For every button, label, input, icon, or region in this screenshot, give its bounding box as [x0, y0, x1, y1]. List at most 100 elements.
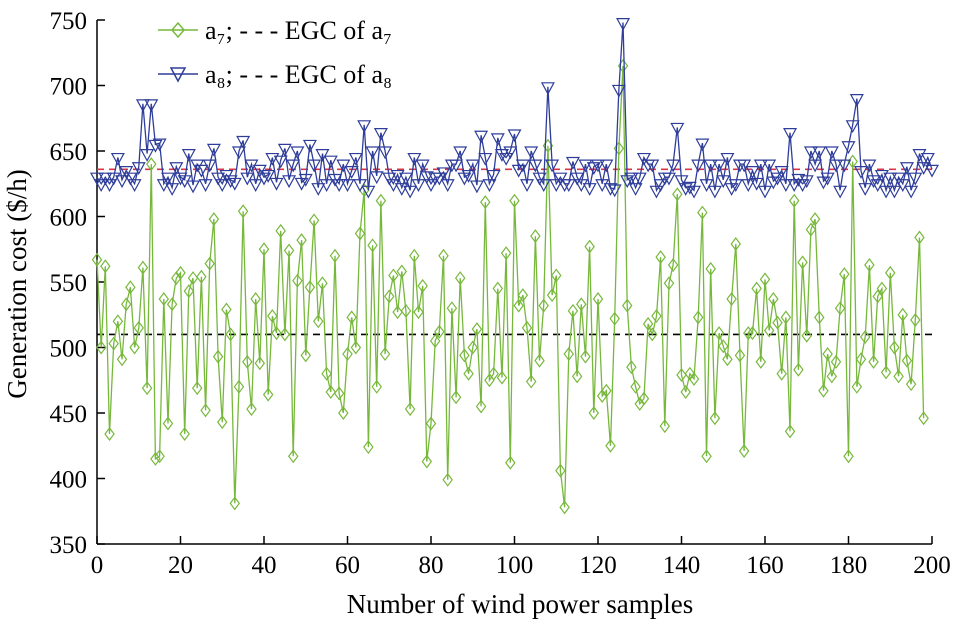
point-1-180 — [841, 141, 856, 155]
point-1-164 — [774, 166, 789, 179]
point-0-82 — [434, 324, 445, 339]
legend-a8-label: a₈; - - - EGC of a₈ — [205, 60, 392, 89]
point-0-161 — [763, 323, 775, 338]
point-0-12 — [141, 381, 153, 396]
point-0-172 — [809, 212, 821, 227]
point-1-189 — [879, 185, 894, 199]
point-0-156 — [743, 326, 754, 341]
point-0-134 — [651, 309, 662, 324]
point-0-91 — [471, 322, 483, 337]
x-tick-label-4: 80 — [419, 552, 444, 579]
point-0-106 — [534, 353, 545, 368]
point-1-67 — [369, 171, 384, 185]
point-1-195 — [904, 185, 919, 199]
y-axis-title: Generation cost ($/h) — [2, 169, 32, 398]
point-1-163 — [770, 172, 785, 186]
x-tick-label-8: 160 — [746, 552, 784, 579]
point-0-20 — [175, 265, 186, 280]
point-0-41 — [262, 387, 274, 402]
point-1-100 — [507, 129, 522, 143]
point-1-84 — [440, 179, 455, 193]
y-tick-label-0: 350 — [50, 532, 88, 559]
point-0-112 — [559, 500, 570, 515]
point-1-151 — [720, 152, 735, 166]
point-0-56 — [325, 385, 337, 400]
point-0-174 — [818, 383, 829, 398]
point-0-81 — [429, 333, 441, 348]
point-1-95 — [486, 169, 501, 183]
point-0-163 — [772, 315, 783, 330]
point-0-92 — [475, 399, 487, 414]
point-1-128 — [624, 172, 639, 186]
point-0-60 — [342, 347, 353, 362]
y-tick-label-2: 450 — [50, 401, 88, 428]
point-0-65 — [363, 440, 374, 455]
point-0-164 — [776, 366, 787, 381]
point-1-0 — [89, 172, 105, 186]
point-1-13 — [144, 99, 159, 113]
point-0-169 — [797, 255, 808, 270]
point-0-28 — [208, 212, 220, 227]
point-0-62 — [350, 340, 362, 355]
point-0-118 — [584, 239, 595, 254]
point-1-188 — [874, 169, 889, 183]
point-1-29 — [211, 172, 226, 186]
point-0-57 — [329, 248, 341, 263]
point-1-161 — [762, 159, 777, 173]
point-1-192 — [891, 172, 906, 186]
point-1-76 — [407, 152, 422, 166]
point-1-130 — [632, 172, 647, 186]
point-0-7 — [120, 297, 132, 312]
point-1-139 — [670, 122, 685, 136]
point-0-11 — [137, 260, 149, 275]
point-0-69 — [379, 347, 391, 362]
point-1-115 — [570, 172, 585, 186]
point-0-88 — [459, 348, 470, 363]
y-tick-label-5: 600 — [50, 205, 88, 232]
point-0-46 — [283, 243, 295, 258]
point-1-102 — [515, 159, 530, 173]
point-1-149 — [712, 159, 727, 173]
point-1-200 — [924, 164, 940, 178]
point-0-86 — [450, 390, 462, 405]
x-axis-ticks: 0 20 40 60 80 100 120 140 160 180 200 — [91, 536, 951, 579]
point-1-58 — [332, 179, 347, 193]
point-1-11 — [135, 99, 150, 113]
point-0-166 — [784, 424, 796, 439]
point-0-3 — [104, 426, 115, 441]
point-0-129 — [630, 379, 641, 394]
point-1-184 — [858, 183, 873, 196]
point-0-113 — [563, 347, 575, 362]
point-0-107 — [538, 298, 549, 313]
point-1-199 — [920, 152, 935, 166]
point-0-51 — [304, 280, 316, 295]
point-0-116 — [576, 297, 587, 312]
point-0-31 — [221, 302, 232, 317]
point-0-66 — [367, 238, 378, 253]
point-1-33 — [227, 177, 242, 191]
point-1-194 — [899, 162, 914, 175]
point-0-24 — [191, 381, 203, 396]
point-0-124 — [609, 311, 620, 326]
point-0-197 — [914, 230, 925, 245]
point-0-53 — [313, 314, 324, 329]
point-1-187 — [870, 179, 885, 193]
point-1-193 — [895, 179, 910, 193]
point-0-127 — [621, 298, 633, 313]
point-1-179 — [837, 159, 852, 173]
legend-a8-marker — [169, 67, 187, 83]
point-0-2 — [100, 259, 111, 274]
point-0-85 — [446, 301, 458, 316]
point-1-87 — [453, 146, 468, 160]
point-0-191 — [889, 340, 900, 355]
point-1-143 — [687, 185, 702, 199]
point-1-99 — [503, 146, 518, 160]
point-0-71 — [388, 268, 399, 283]
point-1-186 — [866, 175, 881, 189]
point-1-147 — [703, 159, 718, 173]
point-1-32 — [223, 175, 238, 189]
point-0-128 — [626, 360, 637, 375]
point-1-126 — [616, 18, 631, 31]
point-0-185 — [864, 257, 875, 272]
